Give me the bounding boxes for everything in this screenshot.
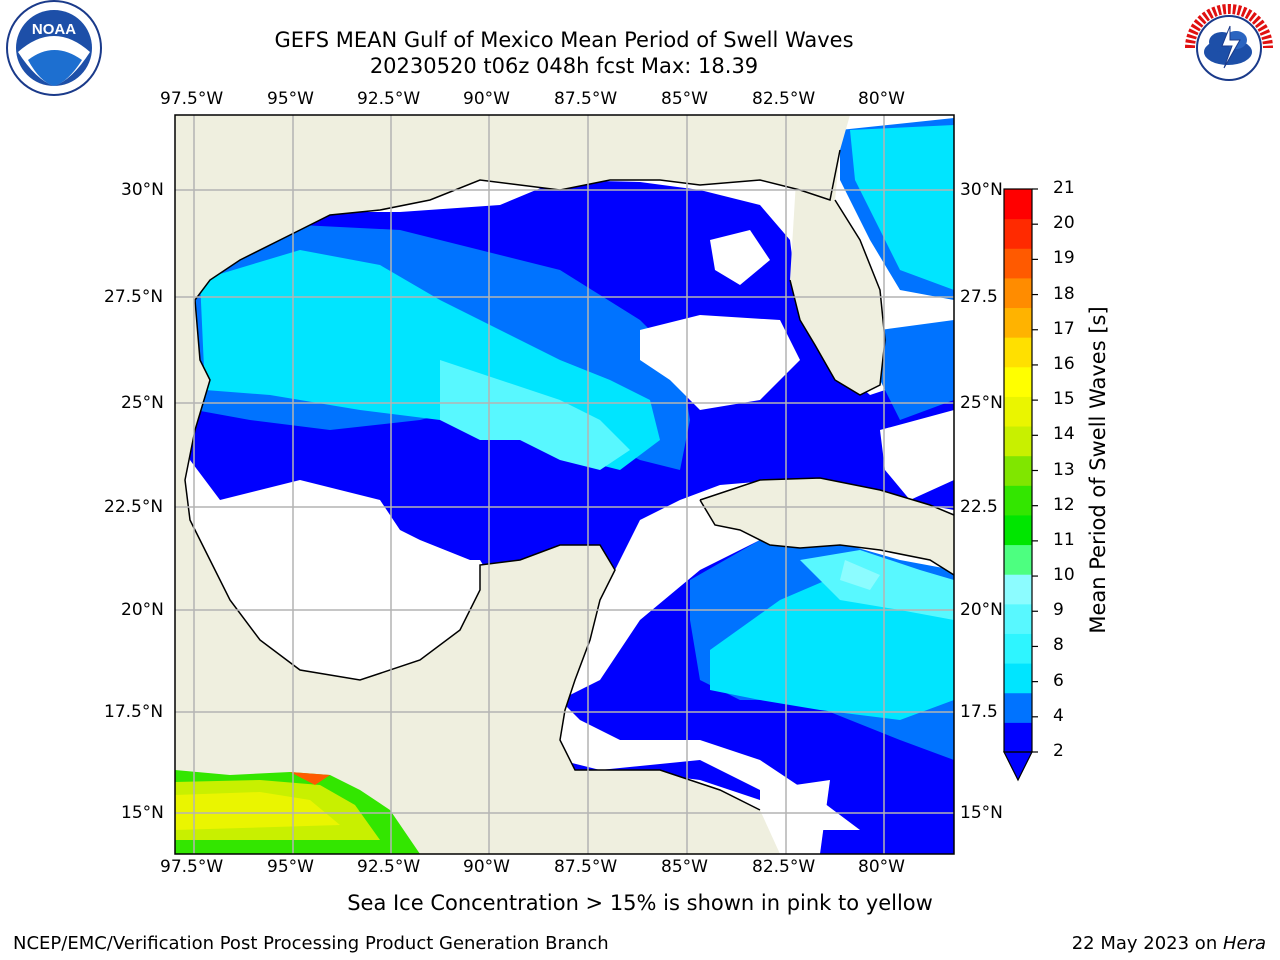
lon-tick-bottom: 90°W [463, 857, 510, 877]
lon-tick-bottom: 92.5°W [357, 857, 421, 877]
lon-tick-top: 90°W [463, 89, 510, 109]
colorbar-band [1004, 455, 1032, 486]
lat-tick-left: 17.5°N [104, 702, 164, 722]
colorbar-band [1004, 337, 1032, 368]
lon-tick-top: 82.5°W [752, 89, 816, 109]
colorbar-tick-label: 13 [1053, 459, 1075, 480]
colorbar-band [1004, 426, 1032, 457]
lat-tick-left: 22.5°N [104, 497, 164, 517]
lat-tick-right: 17.5 [960, 702, 998, 722]
lat-tick-right: 15°N [960, 803, 1003, 823]
colorbar-band [1004, 396, 1032, 427]
colorbar-band [1004, 692, 1032, 723]
colorbar-band [1004, 277, 1032, 309]
lon-tick-top: 80°W [858, 89, 905, 109]
colorbar-band [1004, 189, 1032, 220]
svg-text:NOAA: NOAA [32, 21, 76, 38]
colorbar-band [1004, 722, 1032, 753]
colorbar-tick-label: 10 [1053, 565, 1075, 586]
colorbar-tick-label: 12 [1053, 494, 1075, 515]
sea-ice-note: Sea Ice Concentration > 15% is shown in … [347, 891, 933, 915]
colorbar-band [1004, 633, 1032, 664]
land-cuba [700, 478, 954, 575]
colorbar-tick-label: 18 [1053, 283, 1075, 304]
colorbar-tick-label: 6 [1053, 670, 1064, 691]
colorbar-tick-label: 4 [1053, 705, 1064, 726]
colorbar-tick-label: 17 [1053, 318, 1075, 339]
noaa-logo: NOAA [6, 0, 102, 96]
colorbar-band [1004, 366, 1032, 397]
colorbar-tick-label: 2 [1053, 741, 1064, 761]
lat-tick-left: 27.5°N [104, 287, 164, 307]
chart-subtitle: 20230520 t06z 048h fcst Max: 18.39 [369, 54, 759, 78]
colorbar-band [1004, 663, 1032, 694]
lon-tick-top: 95°W [267, 89, 314, 109]
lat-tick-right: 25°N [960, 393, 1003, 413]
lon-tick-bottom: 97.5°W [160, 857, 224, 877]
lon-tick-bottom: 82.5°W [752, 857, 816, 877]
colorbar-extend-triangle [1003, 751, 1033, 782]
colorbar-tick-label: 8 [1053, 635, 1064, 656]
colorbar-tick-label: 19 [1053, 248, 1075, 269]
chart-title: GEFS MEAN Gulf of Mexico Mean Period of … [274, 28, 854, 52]
lon-tick-top: 85°W [661, 89, 708, 109]
colorbar-tick-label: 14 [1053, 424, 1075, 445]
colorbar-band [1004, 514, 1032, 546]
lat-tick-left: 15°N [121, 803, 164, 823]
lat-tick-right: 22.5 [960, 497, 998, 517]
lon-tick-top: 87.5°W [554, 89, 618, 109]
lat-tick-left: 25°N [121, 393, 164, 413]
lat-tick-right: 27.5 [960, 287, 998, 307]
lon-tick-bottom: 95°W [267, 857, 314, 877]
footer-credit: NCEP/EMC/Verification Post Processing Pr… [13, 933, 609, 954]
lon-tick-top: 97.5°W [160, 89, 224, 109]
lon-tick-bottom: 85°W [661, 857, 708, 877]
colorbar-tick-label: 15 [1053, 389, 1075, 410]
colorbar-tick-label: 11 [1053, 529, 1075, 550]
lat-tick-left: 30°N [121, 180, 164, 200]
colorbar-band [1004, 248, 1032, 279]
colorbar-tick-label: 9 [1053, 600, 1064, 621]
lat-tick-right: 20°N [960, 600, 1003, 620]
colorbar-band [1004, 544, 1032, 575]
colorbar-tick-label: 20 [1053, 213, 1075, 234]
colorbar-band [1004, 603, 1032, 634]
footer-date: 22 May 2023 on Hera [1071, 933, 1266, 954]
colorbar-band [1004, 485, 1032, 516]
lon-tick-top: 92.5°W [357, 89, 421, 109]
colorbar-band [1004, 218, 1032, 249]
lon-tick-bottom: 80°W [858, 857, 905, 877]
colorbar-band [1004, 574, 1032, 605]
colorbar-tick-label: 21 [1053, 178, 1075, 198]
colorbar-tick-label: 16 [1053, 353, 1075, 374]
land-florida [790, 115, 885, 395]
lon-tick-bottom: 87.5°W [554, 857, 618, 877]
lat-tick-right: 30°N [960, 180, 1003, 200]
colorbar-label: Mean Period of Swell Waves [s] [1086, 306, 1110, 634]
nws-logo [1183, 2, 1275, 94]
colorbar-band [1004, 307, 1032, 338]
lat-tick-left: 20°N [121, 600, 164, 620]
